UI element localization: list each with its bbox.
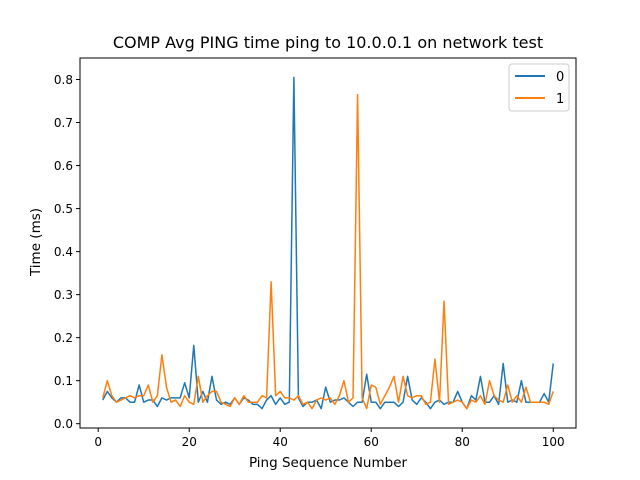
x-tick-label: 20 (182, 435, 197, 449)
y-axis-label: Time (ms) (28, 208, 44, 277)
y-axis: 0.0 0.1 0.2 0.3 0.4 0.5 0.6 0.7 0.8 (54, 73, 80, 431)
chart-title: COMP Avg PING time ping to 10.0.0.1 on n… (113, 33, 543, 52)
series-0-line (102, 76, 554, 410)
legend-label: 1 (556, 92, 564, 107)
x-tick-label: 80 (455, 435, 470, 449)
x-tick-label: 0 (94, 435, 102, 449)
y-tick-label: 0.4 (54, 245, 73, 259)
x-tick-label: 40 (273, 435, 288, 449)
y-tick-label: 0.3 (54, 288, 73, 302)
legend: 01 (508, 63, 570, 112)
plot-area (102, 76, 554, 410)
series-1-line (102, 93, 554, 410)
y-tick-label: 0.1 (54, 374, 73, 388)
y-tick-label: 0.7 (54, 116, 73, 130)
x-axis: 0 20 40 60 80 100 (94, 428, 565, 449)
x-axis-label: Ping Sequence Number (249, 455, 408, 471)
y-tick-label: 0.0 (54, 417, 73, 431)
x-tick-label: 100 (542, 435, 565, 449)
plot-frame (79, 57, 577, 429)
x-tick-label: 60 (364, 435, 379, 449)
y-tick-label: 0.2 (54, 331, 73, 345)
y-tick-label: 0.5 (54, 202, 73, 216)
legend-label: 0 (556, 70, 564, 85)
y-tick-label: 0.6 (54, 159, 73, 173)
y-tick-label: 0.8 (54, 73, 73, 87)
